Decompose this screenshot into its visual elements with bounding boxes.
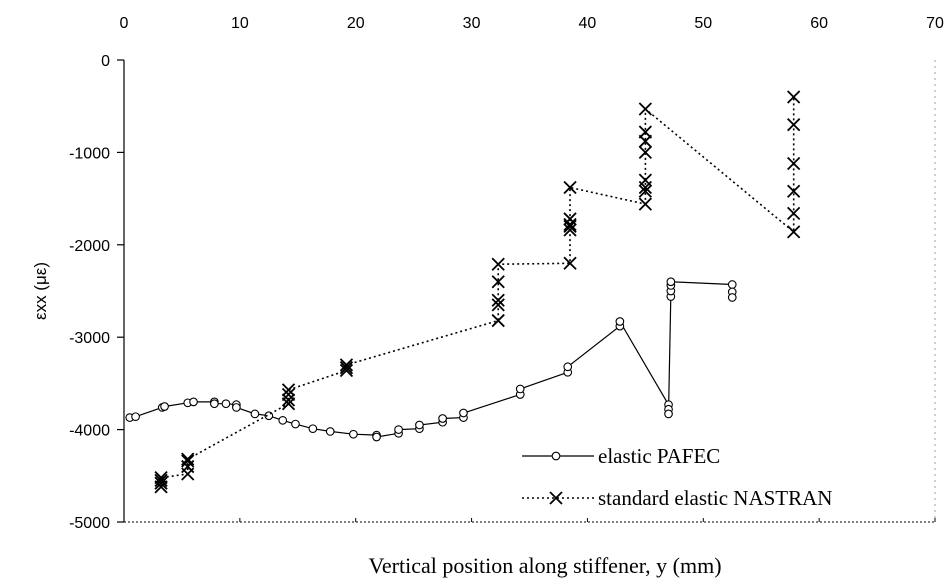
data-point-pafec	[232, 403, 241, 412]
data-point-nastran	[787, 206, 801, 221]
data-point-nastran	[638, 145, 652, 160]
data-point-nastran	[181, 454, 195, 468]
data-point-nastran	[787, 156, 801, 171]
data-point-nastran	[563, 223, 577, 237]
series-layer	[125, 90, 801, 494]
data-point-pafec	[372, 432, 381, 442]
y-tick-label: -2000	[69, 238, 110, 255]
data-point-nastran	[787, 225, 801, 239]
x-tick-label: 0	[120, 15, 129, 32]
data-point-pafec	[438, 414, 447, 423]
data-point-nastran	[339, 361, 354, 375]
x-tick-label: 70	[926, 15, 944, 32]
data-point-nastran	[563, 256, 577, 270]
data-point-pafec	[615, 317, 625, 326]
series-line-nastran	[160, 97, 795, 487]
data-point-pafec	[727, 293, 737, 302]
data-point-pafec	[160, 402, 169, 411]
data-point-nastran	[281, 383, 296, 397]
data-point-pafec	[325, 427, 335, 436]
data-point-pafec	[189, 397, 198, 407]
data-point-pafec	[459, 408, 468, 418]
legend-label-pafec: elastic PAFEC	[598, 444, 720, 468]
data-point-pafec	[291, 419, 300, 429]
x-tick-label: 40	[579, 15, 597, 32]
axes	[123, 60, 936, 523]
data-point-nastran	[787, 184, 801, 198]
data-point-pafec	[131, 412, 140, 422]
data-point-pafec	[349, 429, 358, 439]
y-axis-title: εxx (με)	[31, 262, 50, 320]
data-point-nastran	[563, 212, 577, 226]
data-point-nastran	[281, 387, 296, 402]
data-point-nastran	[491, 313, 505, 328]
data-point-nastran	[638, 125, 652, 139]
y-tick-label: -1000	[69, 145, 110, 162]
y-tick-label: -3000	[69, 330, 110, 347]
data-point-nastran	[638, 102, 652, 116]
y-ticks: 0 -1000 -2000 -3000 -4000 -5000	[69, 53, 124, 532]
x-tick-label: 10	[231, 15, 249, 32]
data-point-nastran	[154, 476, 168, 490]
x-tick-label: 20	[347, 15, 365, 32]
legend: elastic PAFEC standard elastic NASTRAN	[522, 444, 832, 510]
y-tick-label: 0	[101, 53, 110, 70]
x-tick-label: 30	[463, 15, 481, 32]
data-point-nastran	[154, 471, 168, 485]
legend-marker-pafec	[551, 451, 561, 461]
data-point-pafec	[727, 280, 737, 289]
data-point-pafec	[221, 399, 231, 409]
y-tick-label: -4000	[69, 423, 110, 440]
x-tick-label: 50	[694, 15, 712, 32]
data-point-pafec	[394, 425, 403, 434]
data-point-nastran	[491, 257, 505, 271]
data-point-pafec	[666, 277, 676, 287]
data-point-nastran	[339, 363, 354, 378]
y-tick-label: -5000	[69, 515, 110, 532]
data-point-pafec	[210, 399, 219, 409]
data-point-nastran	[491, 298, 505, 312]
x-ticks: 0 10 20 30 40 50 60 70	[120, 15, 944, 522]
legend-label-nastran: standard elastic NASTRAN	[598, 486, 832, 510]
data-point-nastran	[638, 184, 652, 198]
data-point-nastran	[154, 473, 168, 488]
data-point-nastran	[638, 197, 652, 211]
data-point-nastran	[181, 452, 195, 466]
data-point-nastran	[563, 180, 577, 195]
data-point-pafec	[308, 424, 318, 434]
data-point-pafec	[515, 384, 525, 394]
data-point-pafec	[278, 416, 288, 425]
legend-marker-nastran	[549, 491, 563, 505]
series-line-pafec	[129, 281, 733, 438]
data-point-nastran	[787, 90, 801, 104]
x-tick-label: 60	[810, 15, 828, 32]
data-point-pafec	[250, 409, 260, 419]
data-point-nastran	[339, 358, 354, 372]
data-point-nastran	[638, 173, 652, 187]
data-point-pafec	[563, 362, 573, 372]
data-point-nastran	[787, 118, 801, 132]
x-axis-title: Vertical position along stiffener, y (mm…	[368, 553, 721, 578]
data-point-nastran	[281, 393, 296, 407]
data-point-nastran	[491, 275, 505, 289]
data-point-pafec	[664, 409, 673, 419]
data-point-pafec	[415, 420, 424, 430]
data-point-nastran	[491, 293, 505, 307]
data-point-nastran	[563, 217, 577, 232]
